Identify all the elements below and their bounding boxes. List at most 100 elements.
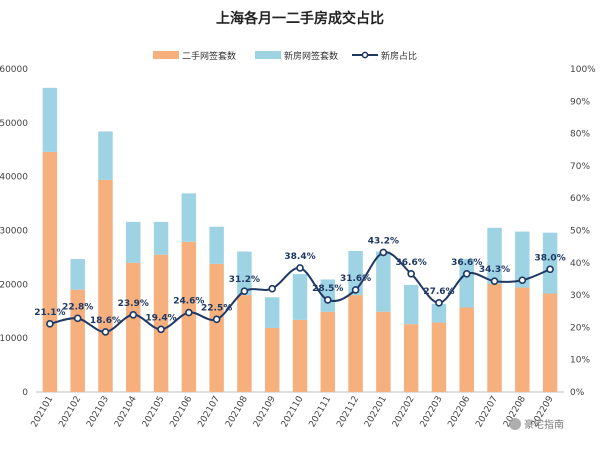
ratio-data-label: 31.2% (229, 275, 260, 285)
bar-newhome (348, 250, 363, 296)
x-tick-label: 202101 (30, 395, 56, 430)
x-tick-label: 202105 (141, 395, 167, 430)
left-tick-label: 30000 (0, 227, 28, 237)
x-tick-label: 202102 (57, 395, 83, 430)
bar-secondhand (487, 283, 502, 392)
ratio-data-label: 22.5% (201, 303, 232, 313)
x-tick-label: 202203 (419, 395, 445, 430)
bar-secondhand (403, 324, 419, 392)
bar-newhome (542, 232, 558, 294)
bar-secondhand (292, 319, 308, 392)
x-tick-label: 202207 (474, 395, 500, 430)
ratio-point (296, 264, 304, 272)
chart-title: 上海各月一二手房成交占比 (216, 10, 384, 27)
left-tick-label: 40000 (0, 173, 28, 183)
ratio-point (407, 269, 415, 278)
x-tick-label: 202111 (308, 395, 334, 430)
bar-newhome (459, 259, 474, 308)
ratio-data-label: 24.6% (173, 297, 204, 307)
bar-newhome (126, 221, 141, 263)
ratio-data-label: 22.8% (62, 302, 93, 312)
ratio-data-label: 27.6% (423, 287, 454, 297)
ratio-data-label: 23.9% (118, 299, 149, 309)
ratio-point (73, 314, 82, 323)
ratio-data-label: 34.3% (479, 265, 510, 275)
bar-secondhand (459, 307, 474, 392)
x-tick-label: 202112 (335, 395, 361, 430)
x-tick-label: 202206 (446, 394, 472, 429)
ratio-point (157, 325, 165, 334)
left-axis: 0 10000 20000 30000 40000 50000 60000 (0, 65, 28, 398)
right-tick-label: 100% (570, 65, 596, 75)
ratio-point (546, 265, 554, 274)
ratio-point (379, 248, 388, 257)
ratio-point (435, 299, 443, 307)
left-tick-label: 10000 (0, 334, 28, 344)
x-tick-label: 202107 (196, 395, 222, 430)
legend-marker-ratio (361, 51, 369, 59)
ratio-line: 21.1%22.8% 18.6% 23.9% 19.4% 24.6%22.5% 31.2%… (34, 236, 566, 336)
ratio-point (185, 308, 193, 317)
bar-secondhand (98, 179, 113, 392)
bar-secondhand (209, 263, 224, 392)
ratio-data-label: 28.5% (312, 284, 343, 294)
bar-newhome (98, 131, 113, 180)
x-tick-label: 202110 (280, 394, 306, 429)
ratio-data-label: 18.6% (90, 316, 121, 326)
right-tick-label: 90% (570, 97, 590, 107)
bar-newhome (515, 231, 530, 288)
bar-secondhand (264, 327, 280, 392)
right-tick-label: 20% (570, 323, 590, 333)
bar-newhome (181, 193, 197, 242)
bar-newhome (292, 274, 308, 320)
x-tick-label: 202108 (224, 394, 250, 429)
ratio-point (323, 296, 332, 304)
x-tick-label: 202106 (169, 394, 195, 429)
bar-newhome (42, 87, 58, 152)
bar-secondhand (515, 287, 530, 392)
right-tick-label: 70% (570, 162, 590, 172)
x-tick-label: 202202 (391, 395, 417, 430)
bar-secondhand (153, 254, 169, 392)
left-tick-label: 0 (22, 388, 28, 398)
ratio-point (46, 320, 54, 328)
ratio-point (101, 328, 110, 336)
bar-newhome (403, 284, 419, 325)
bar-secondhand (42, 151, 58, 392)
bars (42, 87, 558, 392)
left-tick-label: 50000 (0, 119, 28, 129)
right-tick-label: 60% (570, 194, 590, 204)
ratio-data-label: 36.6% (396, 258, 427, 268)
ratio-data-label: 38.4% (284, 252, 315, 262)
legend-swatch-newhome (255, 51, 281, 59)
bar-newhome (431, 303, 447, 323)
right-tick-label: 30% (570, 291, 590, 301)
legend-label-ratio: 新房占比 (381, 50, 417, 62)
bar-newhome (153, 221, 169, 255)
bar-newhome (209, 226, 224, 264)
bar-newhome (70, 259, 85, 290)
legend: 二手网签套数 新房网签套数 新房占比 (153, 50, 417, 62)
right-axis: 0% 10% 20% 30% 40% 50% 60% 70% 80% 90% 100% (570, 65, 596, 398)
bar-secondhand (126, 262, 141, 392)
ratio-data-label: 36.6% (451, 258, 482, 268)
watermark-text: 豪宅指南 (524, 418, 564, 431)
bar-newhome (376, 251, 391, 312)
bar-newhome (237, 251, 252, 296)
wechat-icon (509, 418, 521, 430)
legend-label-newhome: 新房网签套数 (284, 50, 338, 62)
x-tick-label: 202103 (85, 395, 111, 430)
watermark: 豪宅指南 (509, 418, 564, 431)
ratio-data-label: 21.1% (34, 308, 65, 318)
right-tick-label: 0% (570, 388, 585, 398)
ratio-point (351, 286, 360, 294)
bar-secondhand (320, 311, 336, 392)
bar-secondhand (237, 295, 252, 392)
ratio-point (490, 277, 499, 286)
bar-newhome (264, 297, 280, 328)
ratio-point (268, 284, 277, 293)
ratio-data-label: 38.0% (534, 253, 565, 263)
ratio-point (240, 287, 249, 296)
x-tick-label: 202201 (363, 395, 389, 430)
